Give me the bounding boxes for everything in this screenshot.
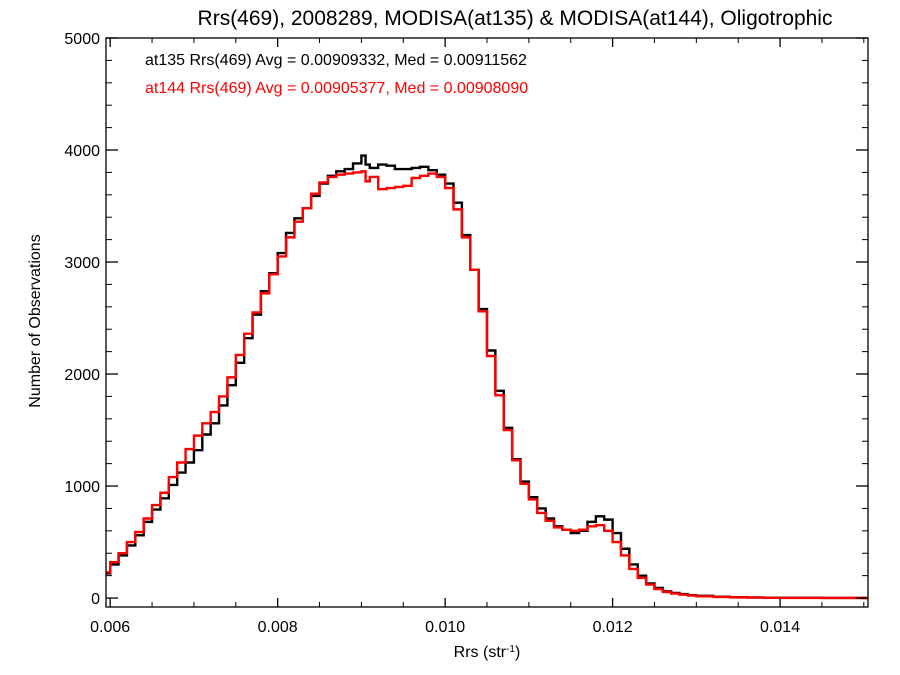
series-line-at135 xyxy=(106,154,868,600)
legend-entry-at144: at144 Rrs(469) Avg = 0.00905377, Med = 0… xyxy=(145,80,528,97)
y-tick-label: 5000 xyxy=(64,31,100,48)
x-axis-title-main: Rrs (str xyxy=(454,644,507,661)
y-tick-label: 4000 xyxy=(64,143,100,160)
x-tick-label: 0.014 xyxy=(760,619,800,636)
series-line-at144 xyxy=(106,170,868,600)
x-tick-label: 0.008 xyxy=(258,619,298,636)
plot-area xyxy=(106,154,868,600)
chart-title: Rrs(469), 2008289, MODISA(at135) & MODIS… xyxy=(198,7,833,30)
x-axis-title-superscript: -1 xyxy=(506,644,515,655)
x-tick-label: 0.006 xyxy=(90,619,130,636)
y-tick-label: 1000 xyxy=(64,479,100,496)
x-axis-title-suffix: ) xyxy=(515,644,520,661)
x-tick-label: 0.012 xyxy=(593,619,633,636)
y-axis-title: Number of Observations xyxy=(27,234,44,407)
y-tick-label: 0 xyxy=(91,591,100,608)
x-axis-title: Rrs (str-1) xyxy=(454,644,521,662)
axis-ticks: 0.006 0.008 0.010 0.012 0.014 0 1000 2000 3000 40… xyxy=(64,31,868,636)
x-tick-label: 0.010 xyxy=(425,619,465,636)
legend-entry-at135: at135 Rrs(469) Avg = 0.00909332, Med = 0… xyxy=(145,52,527,69)
y-tick-label: 2000 xyxy=(64,367,100,384)
y-tick-label: 3000 xyxy=(64,255,100,272)
